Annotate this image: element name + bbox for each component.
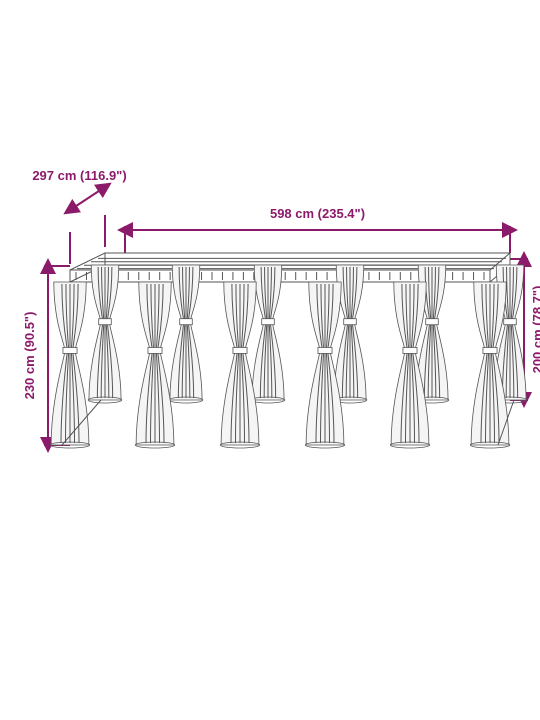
dim-depth-label: 297 cm (116.9") [32, 168, 126, 183]
dim-left-height-label: 230 cm (90.5") [22, 312, 37, 400]
gazebo [50, 253, 527, 448]
diagram-svg: 297 cm (116.9") 598 cm (235.4") 230 cm (90… [0, 0, 540, 720]
dim-width-label: 598 cm (235.4") [270, 206, 365, 221]
diagram-stage: 297 cm (116.9") 598 cm (235.4") 230 cm (90… [0, 0, 540, 720]
dim-right-height-label: 200 cm (78.7") [530, 286, 540, 374]
